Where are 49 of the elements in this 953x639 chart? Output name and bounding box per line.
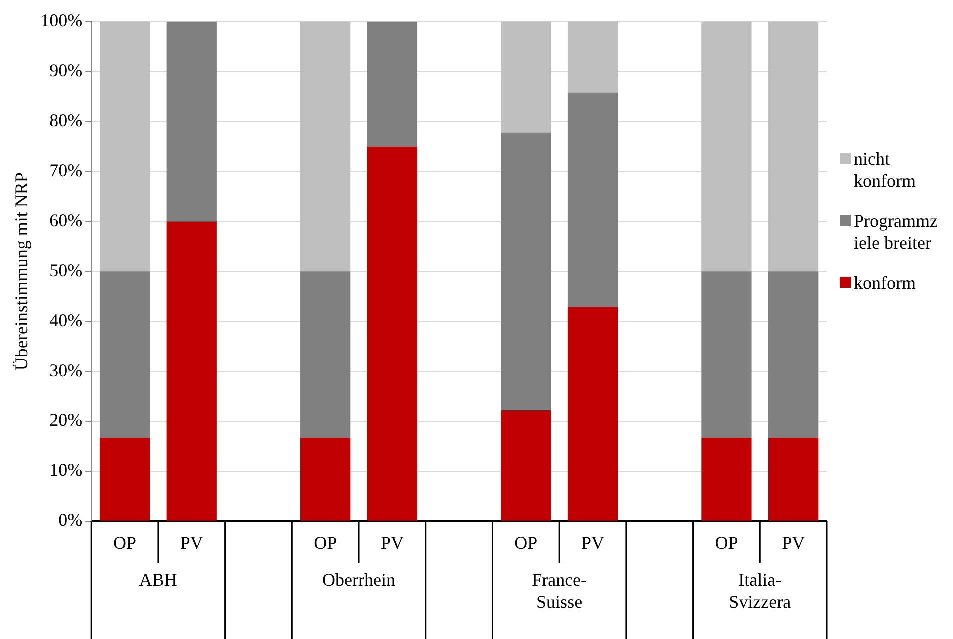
x-tick-label: PV [582, 532, 605, 553]
x-tick-label: PV [782, 532, 806, 553]
text: Oberrhein [322, 569, 396, 592]
x-tick-label: OP [314, 532, 338, 553]
bar [702, 272, 752, 438]
y-tick-label: 30% [50, 360, 83, 380]
bar [768, 272, 819, 438]
bar [501, 410, 552, 521]
x-tick-label: OP [114, 532, 137, 553]
bar [768, 22, 819, 272]
y-tick-label: 70% [50, 160, 83, 180]
bar [568, 307, 618, 521]
y-tick-label: 10% [50, 460, 83, 480]
bar [166, 22, 217, 222]
bar [100, 438, 150, 521]
bar [768, 438, 819, 521]
y-tick-label: 90% [50, 60, 83, 80]
bar [568, 22, 618, 93]
bar [166, 222, 217, 521]
bar [300, 22, 351, 272]
y-tick-label: 100% [40, 10, 83, 31]
bar [100, 22, 150, 272]
y-tick-label: 20% [50, 410, 83, 430]
bar [100, 272, 150, 438]
y-tick-label: 40% [50, 310, 83, 330]
y-tick-label: 80% [50, 110, 83, 130]
bar [501, 22, 552, 133]
legend-label: Programmziele breiter [854, 210, 939, 254]
bar [568, 92, 618, 308]
bar [367, 22, 418, 147]
bar [702, 438, 752, 521]
text: France-Suisse [531, 569, 588, 614]
bar [300, 272, 351, 438]
bar [300, 438, 351, 521]
x-tick-label: PV [180, 532, 204, 553]
x-tick-label: OP [514, 532, 538, 553]
bar [367, 146, 418, 521]
text: Italia-Svizzera [728, 569, 792, 614]
bar [702, 22, 752, 272]
x-tick-label: PV [380, 532, 404, 553]
y-tick-label: 0% [58, 510, 83, 530]
y-tick-label: 50% [50, 260, 83, 280]
x-tick-label: OP [715, 532, 738, 553]
bar [501, 132, 552, 410]
legend-label: konform [854, 272, 917, 294]
y-tick-label: 60% [50, 210, 83, 230]
text: ABH [138, 569, 178, 592]
legend-label: nicht konform [854, 148, 917, 192]
y-axis-title: Übereinstimmung mit NRP [12, 172, 32, 371]
